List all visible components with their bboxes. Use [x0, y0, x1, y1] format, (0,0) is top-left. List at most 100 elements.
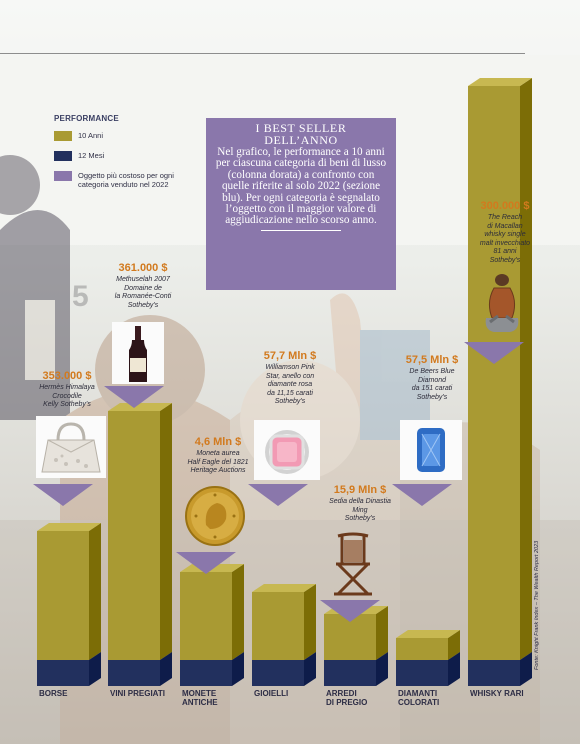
top-item-marker	[248, 484, 308, 506]
top-item-description: Hermès Himalaya Crocodile Kelly Sotheby’s	[28, 384, 106, 410]
bar-side	[89, 652, 101, 686]
category-label: ARREDI DI PREGIO	[326, 689, 367, 707]
top-item-description-line: Moneta aurea	[196, 450, 240, 457]
top-item-description-line: De Beers Blue	[409, 368, 455, 375]
top-item-marker	[104, 386, 164, 408]
bar-side	[520, 78, 532, 660]
legend-swatch-blue	[54, 151, 72, 161]
top-item-price: 57,7 Mln $	[263, 350, 317, 362]
bar-12-mesi	[396, 660, 448, 686]
top-item-price: 353.000 $	[42, 370, 92, 382]
bar-side	[376, 652, 388, 686]
category-label: WHISKY RARI	[470, 689, 524, 698]
legend-label: 12 Mesi	[78, 151, 105, 160]
category-label-line: ANTICHE	[182, 698, 218, 707]
top-item-annotation: 4,6 Mln $ Moneta aurea Half Eagle del 1821…	[176, 436, 260, 476]
category-label-line: DIAMANTI	[398, 689, 438, 698]
blue-diamond-icon	[400, 420, 462, 480]
legend-label: 10 Anni	[78, 131, 104, 140]
info-body: Nel grafico, le performance a 10 anni pe…	[215, 146, 387, 227]
bar-side	[232, 652, 244, 686]
top-item-description-line: Sotheby’s	[344, 515, 376, 523]
top-item-description-line: Sotheby’s	[416, 393, 448, 401]
top-item-description-line: Half Eagle del 1821	[187, 458, 249, 466]
top-item-marker	[392, 484, 452, 506]
bar-10-anni	[108, 411, 160, 660]
top-item-description-line: la Romanée-Conti	[114, 293, 172, 301]
top-item-description-line: Sedia della Dinastia	[329, 498, 391, 505]
pink-diamond-ring-icon	[254, 420, 320, 480]
top-item-annotation: 57,5 Mln $ De Beers Blue Diamond da 151 car…	[390, 354, 474, 402]
info-box: I BEST SELLER DELL’ANNO Nel grafico, le …	[206, 118, 396, 290]
bar-side	[304, 584, 316, 660]
top-item-description-line: Hermès Himalaya	[39, 384, 95, 391]
bar-top	[396, 630, 460, 638]
info-underline	[261, 229, 341, 231]
category-label: VINI PREGIATI	[110, 689, 165, 698]
category-label: DIAMANTI COLORATI	[398, 689, 439, 707]
category-label-line: MONETE	[182, 689, 217, 698]
top-item-description-line: da 11,15 carati	[267, 389, 313, 397]
top-item-description-line: Sotheby’s	[274, 398, 306, 406]
bar-side	[232, 564, 244, 660]
legend-title: PERFORMANCE	[54, 114, 119, 123]
wine-bottle-icon	[112, 322, 164, 384]
bar-10-anni	[180, 572, 232, 660]
top-item-price: 15,9 Mln $	[333, 484, 387, 496]
top-item-marker	[33, 484, 93, 506]
bar-12-mesi	[252, 660, 304, 686]
top-item-annotation: 57,7 Mln $ Williamson Pink Star, anello co…	[248, 350, 332, 407]
bar-10-anni	[396, 638, 448, 660]
bar-side	[304, 652, 316, 686]
top-item-description-line: Ming	[352, 506, 368, 514]
top-item-price: 361.000 $	[118, 262, 168, 274]
top-item-description: Moneta aurea Half Eagle del 1821 Heritage …	[176, 450, 260, 476]
category-label: BORSE	[39, 689, 67, 698]
top-item-description-line: da 151 carati	[411, 385, 453, 393]
category-label-line: GIOIELLI	[254, 689, 289, 698]
top-item-description-line: Methuselah 2007	[116, 276, 170, 283]
top-item-description: Sedia della Dinastia Ming Sotheby’s	[318, 498, 402, 524]
bar-side	[448, 630, 460, 660]
category-label: GIOIELLI	[254, 689, 288, 698]
bar-side	[520, 652, 532, 686]
top-item-price: 4,6 Mln $	[194, 436, 242, 448]
top-item-description: The Reach di Macallan whisky single malt in…	[464, 214, 546, 266]
whisky-decanter-icon	[485, 274, 519, 332]
category-label-line: COLORATI	[398, 698, 440, 707]
category-label-line: DI PREGIO	[326, 698, 368, 707]
gold-coin-icon	[185, 486, 245, 546]
bar-12-mesi	[180, 660, 232, 686]
info-title-line1: I BEST SELLER	[255, 121, 347, 135]
top-item-description-line: Sotheby’s	[127, 301, 159, 309]
bar-12-mesi	[468, 660, 520, 686]
bar-10-anni	[468, 86, 520, 660]
handbag-icon	[36, 416, 106, 478]
top-item-description: De Beers Blue Diamond da 151 carati Sotheby…	[390, 368, 474, 402]
top-item-price: 57,5 Mln $	[405, 354, 459, 366]
top-item-description-line: Crocodile	[52, 392, 82, 400]
top-item-annotation: 361.000 $ Methuselah 2007 Domaine de la Rom…	[100, 262, 186, 310]
category-label-line: BORSE	[39, 689, 68, 698]
top-item-marker	[176, 552, 236, 574]
top-item-annotation: 300.000 $ The Reach di Macallan whisky sing…	[464, 200, 546, 266]
bar-10-anni	[37, 531, 89, 660]
bar-12-mesi	[37, 660, 89, 686]
bar-side	[160, 403, 172, 660]
legend-item-10-anni: 10 Anni	[54, 131, 204, 151]
top-item-description-line: Williamson Pink	[265, 364, 315, 371]
top-item-marker	[320, 600, 380, 622]
top-item-description-line: 81 anni	[493, 248, 517, 256]
bar-side	[160, 652, 172, 686]
legend: PERFORMANCE 10 Anni 12 Mesi Oggetto più …	[54, 114, 204, 193]
bar-12-mesi	[108, 660, 160, 686]
ming-chair-icon	[334, 532, 372, 596]
category-label: MONETE ANTICHE	[182, 689, 218, 707]
top-item-description-line: Star, anello con	[265, 372, 315, 380]
legend-swatch-purple	[54, 171, 72, 181]
top-item-description-line: di Macallan	[487, 222, 523, 230]
info-title-line2: DELL’ANNO	[264, 133, 338, 147]
top-item-description-line: diamante rosa	[267, 381, 313, 389]
legend-label: Oggetto più costoso per ogni categoria v…	[78, 171, 174, 189]
top-item-marker	[464, 342, 524, 364]
